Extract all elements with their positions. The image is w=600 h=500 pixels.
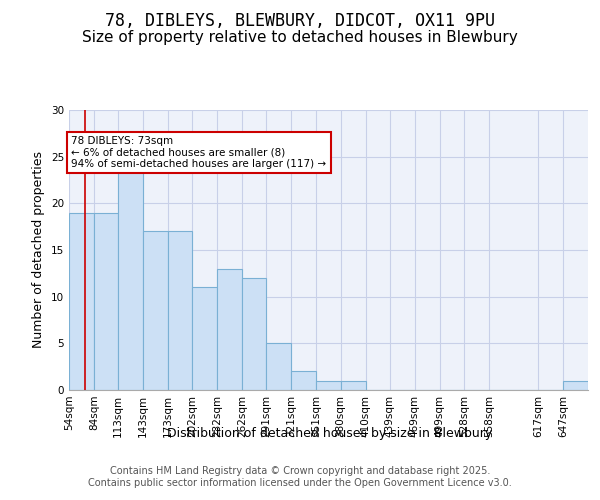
Bar [292,372,316,390]
Text: 78 DIBLEYS: 73sqm
← 6% of detached houses are smaller (8)
94% of semi-detached h: 78 DIBLEYS: 73sqm ← 6% of detached house… [71,136,326,170]
Text: Distribution of detached houses by size in Blewbury: Distribution of detached houses by size … [167,428,493,440]
Bar [118,156,143,390]
Bar [143,232,168,390]
Bar [94,212,118,390]
Bar [266,344,292,390]
Bar [316,380,341,390]
Text: Size of property relative to detached houses in Blewbury: Size of property relative to detached ho… [82,30,518,45]
Bar [69,212,94,390]
Bar [217,268,242,390]
Bar [192,288,217,390]
Bar [341,380,365,390]
Bar [168,232,192,390]
Text: 78, DIBLEYS, BLEWBURY, DIDCOT, OX11 9PU: 78, DIBLEYS, BLEWBURY, DIDCOT, OX11 9PU [105,12,495,30]
Bar [242,278,266,390]
Text: Contains HM Land Registry data © Crown copyright and database right 2025.
Contai: Contains HM Land Registry data © Crown c… [88,466,512,487]
Y-axis label: Number of detached properties: Number of detached properties [32,152,46,348]
Bar [563,380,588,390]
